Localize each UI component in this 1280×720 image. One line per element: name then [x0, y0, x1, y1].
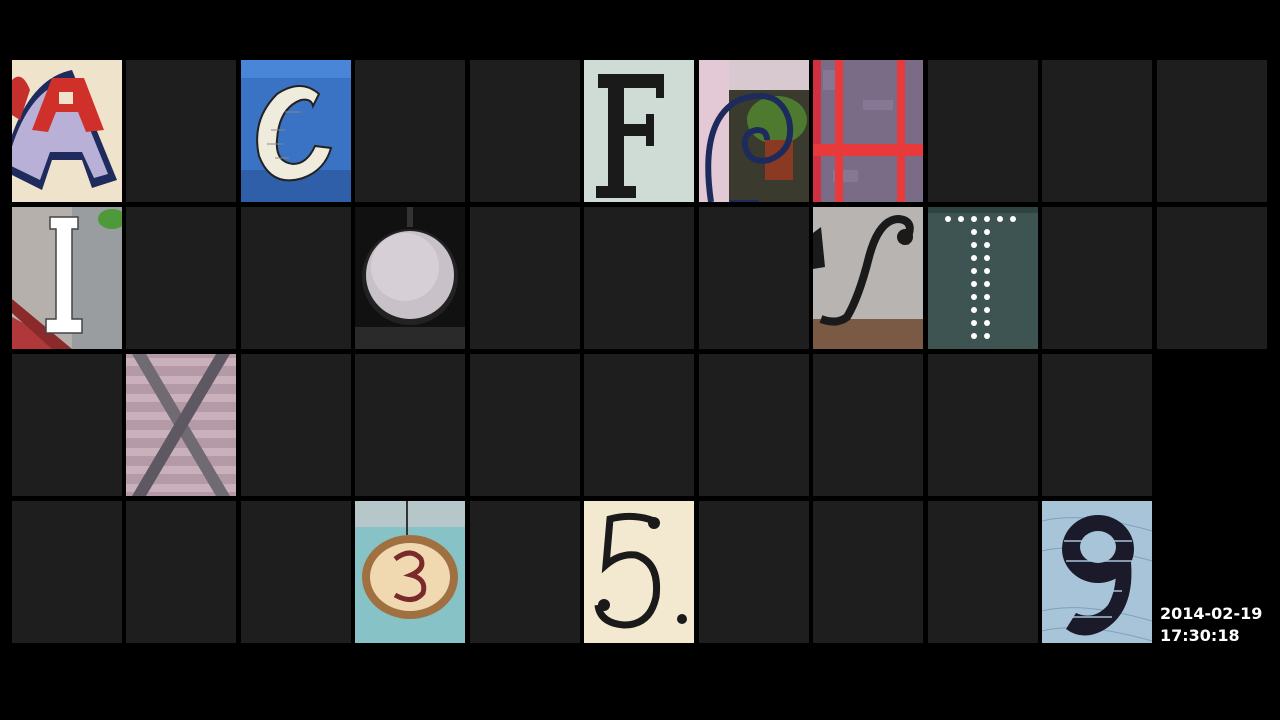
- tile-empty: [928, 501, 1038, 643]
- tile-empty: [470, 207, 580, 349]
- tile-empty: [699, 207, 809, 349]
- tile-empty: [813, 354, 923, 496]
- tile-empty: [241, 501, 351, 643]
- tile-empty: [12, 501, 122, 643]
- tile-letter-x[interactable]: [126, 354, 236, 496]
- tile-empty: [355, 354, 465, 496]
- tile-letter-f[interactable]: [584, 60, 694, 202]
- tile-letter-h[interactable]: [813, 60, 923, 202]
- tile-number-9[interactable]: [1042, 501, 1152, 643]
- tile-letter-a[interactable]: A: [12, 60, 122, 202]
- tile-empty: [470, 501, 580, 643]
- timestamp-time: 17:30:18: [1160, 626, 1240, 645]
- tile-empty: [584, 354, 694, 496]
- tile-empty: [813, 501, 923, 643]
- tile-empty: [126, 501, 236, 643]
- tile-empty: [1042, 60, 1152, 202]
- tile-number-5[interactable]: [584, 501, 694, 643]
- tile-empty: [1042, 354, 1152, 496]
- tile-letter-i[interactable]: [12, 207, 122, 349]
- tile-empty: [928, 60, 1038, 202]
- tile-letter-c[interactable]: [241, 60, 351, 202]
- tile-letter-o[interactable]: [355, 207, 465, 349]
- tile-empty: [470, 60, 580, 202]
- tile-empty: [355, 60, 465, 202]
- tile-letter-t[interactable]: [928, 207, 1038, 349]
- tile-empty: [470, 354, 580, 496]
- tile-empty: [1157, 60, 1267, 202]
- tile-empty: [699, 354, 809, 496]
- tile-number-3[interactable]: [355, 501, 465, 643]
- tile-empty: [1042, 207, 1152, 349]
- letter-grid: A: [12, 60, 1268, 644]
- tile-empty: [699, 501, 809, 643]
- tile-empty: [12, 354, 122, 496]
- tile-empty: [928, 354, 1038, 496]
- timestamp: 2014-02-19 17:30:18: [1160, 603, 1262, 647]
- tile-letter-s[interactable]: [813, 207, 923, 349]
- tile-empty: [241, 354, 351, 496]
- tile-empty: [126, 207, 236, 349]
- tile-empty: [1157, 207, 1267, 349]
- tile-letter-g[interactable]: [699, 60, 809, 202]
- tile-empty: [126, 60, 236, 202]
- tile-empty: [584, 207, 694, 349]
- tile-empty: [241, 207, 351, 349]
- timestamp-date: 2014-02-19: [1160, 604, 1263, 623]
